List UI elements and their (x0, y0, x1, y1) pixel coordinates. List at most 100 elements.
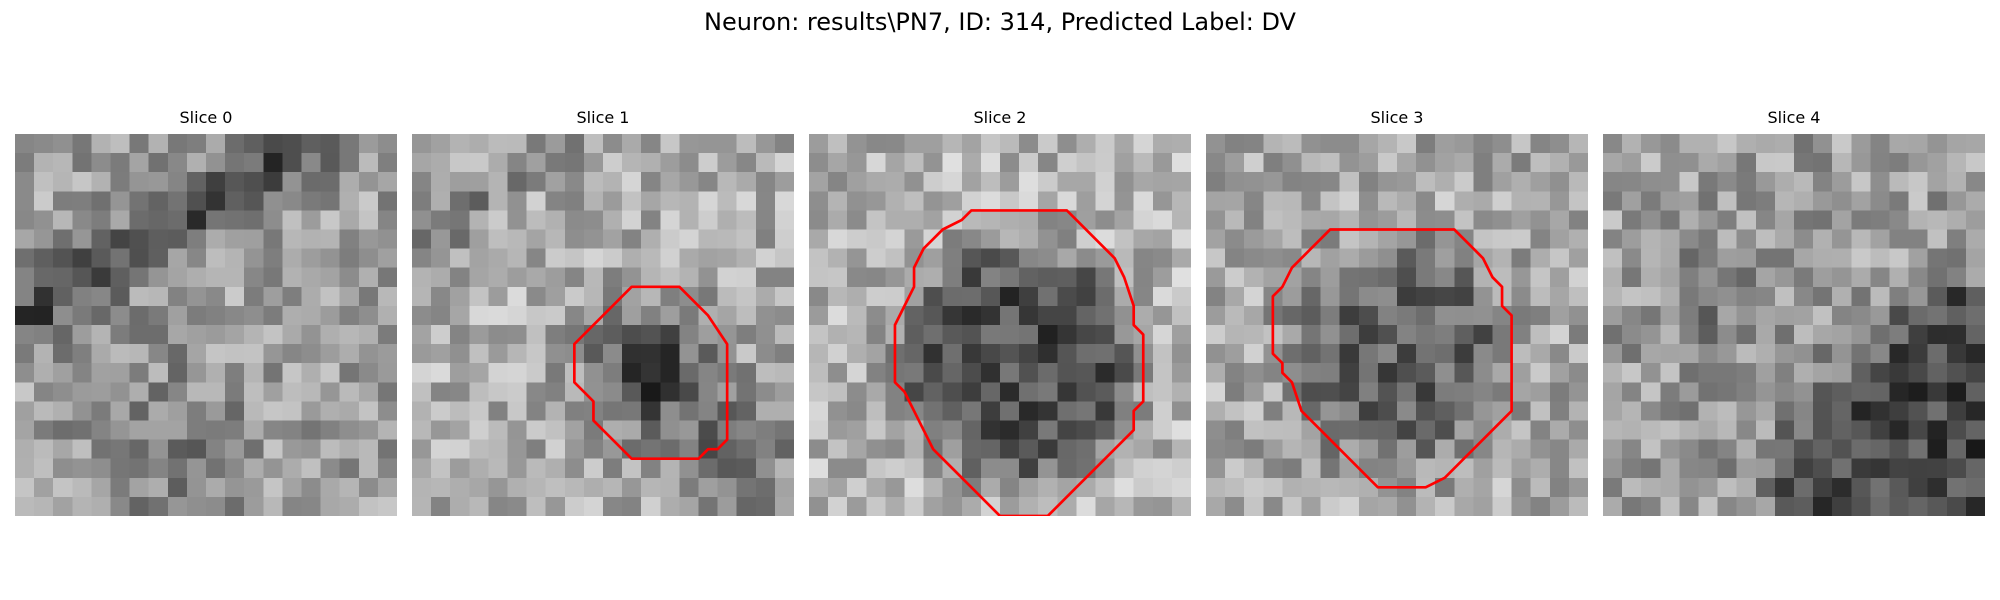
pixel (698, 248, 718, 269)
pixel (1927, 477, 1948, 498)
pixel (717, 305, 738, 326)
pixel (320, 439, 341, 460)
pixel (660, 420, 680, 440)
slice-panel-4: Slice 4 (1603, 108, 1985, 516)
pixel (1530, 496, 1551, 516)
pixel (1038, 172, 1058, 192)
pixel (1851, 420, 1871, 440)
pixel (507, 420, 527, 440)
pixel (1946, 134, 1967, 154)
pixel (660, 153, 680, 173)
pixel (1794, 191, 1814, 211)
pixel (1282, 496, 1302, 516)
pixel (1908, 267, 1929, 288)
pixel (1717, 420, 1738, 440)
pixel (660, 210, 680, 230)
pixel (110, 363, 130, 383)
pixel (564, 458, 585, 479)
pixel (1133, 153, 1154, 173)
pixel (1832, 191, 1852, 211)
pixel (1568, 267, 1588, 288)
pixel (377, 325, 397, 345)
pixel (1320, 286, 1341, 307)
pixel (1717, 382, 1738, 402)
pixel (1282, 363, 1302, 383)
pixel (717, 325, 738, 345)
pixel (1530, 248, 1551, 269)
pixel (1755, 496, 1776, 516)
pixel (1870, 210, 1890, 230)
pixel (244, 458, 264, 479)
pixel (1206, 344, 1226, 364)
pixel (1152, 401, 1173, 421)
pixel (1568, 191, 1588, 211)
pixel (1076, 496, 1096, 516)
pixel (1000, 172, 1020, 192)
pixel (679, 439, 699, 460)
pixel (923, 477, 944, 498)
pixel (431, 267, 451, 288)
pixel (866, 401, 886, 421)
pixel (358, 153, 379, 173)
pixel (1301, 420, 1321, 440)
pixel (942, 363, 963, 383)
pixel (186, 477, 207, 498)
pixel (1171, 344, 1191, 364)
pixel (828, 401, 848, 421)
pixel (1736, 229, 1757, 249)
pixel (942, 191, 963, 211)
pixel (1736, 153, 1757, 173)
pixel (1908, 439, 1929, 460)
pixel (1000, 229, 1020, 249)
pixel (1813, 229, 1833, 249)
pixel (1511, 401, 1532, 421)
pixel (1927, 439, 1948, 460)
pixel (129, 305, 150, 326)
pixel (377, 344, 397, 364)
pixel (488, 325, 508, 345)
pixel (1851, 229, 1871, 249)
pixel (339, 420, 360, 440)
pixel (1946, 305, 1967, 326)
pixel (225, 477, 245, 498)
pixel (450, 477, 470, 498)
pixel (1133, 439, 1154, 460)
pixel (980, 229, 1001, 249)
pixel (1473, 153, 1493, 173)
pixel (774, 229, 794, 249)
pixel (1622, 248, 1642, 269)
pixel (1076, 134, 1096, 154)
pixel (1320, 248, 1341, 269)
pixel (1473, 325, 1493, 345)
pixel (1549, 248, 1570, 269)
pixel (1320, 229, 1341, 249)
pixel (53, 458, 73, 479)
pixel (526, 325, 547, 345)
pixel (1530, 344, 1551, 364)
pixel (377, 439, 397, 460)
pixel (885, 420, 905, 440)
pixel (1870, 191, 1890, 211)
pixel (1000, 134, 1020, 154)
pixel (412, 344, 432, 364)
pixel (244, 382, 264, 402)
pixel (583, 267, 604, 288)
pixel (1435, 363, 1455, 383)
pixel (526, 191, 547, 211)
pixel (1603, 153, 1623, 173)
pixel (1870, 153, 1890, 173)
pixel (1832, 458, 1852, 479)
pixel (34, 153, 54, 173)
pixel (320, 382, 341, 402)
pixel (603, 439, 623, 460)
pixel (923, 286, 944, 307)
pixel (1225, 286, 1245, 307)
pixel (1038, 305, 1058, 326)
pixel (1908, 477, 1929, 498)
pixel (1908, 191, 1929, 211)
pixel (545, 477, 566, 498)
pixel (1492, 210, 1512, 230)
pixel (358, 134, 379, 154)
pixel (1454, 477, 1474, 498)
pixel (1549, 458, 1570, 479)
